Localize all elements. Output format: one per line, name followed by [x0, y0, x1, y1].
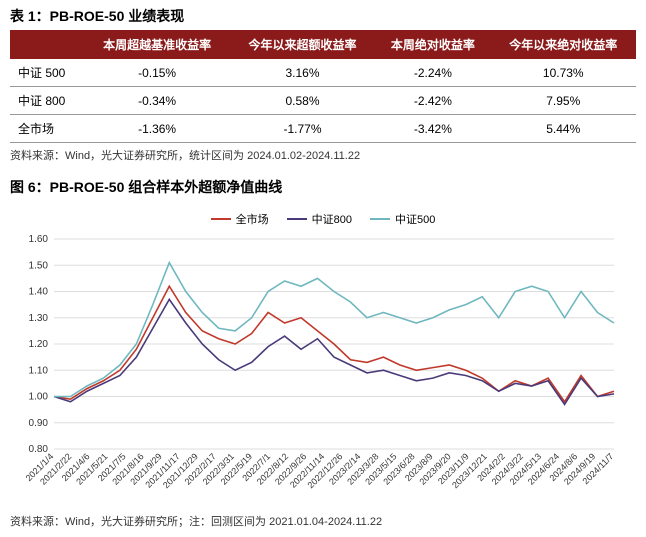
table-body: 中证 500-0.15%3.16%-2.24%10.73%中证 800-0.34…: [10, 59, 636, 143]
svg-text:1.60: 1.60: [29, 234, 49, 245]
svg-text:1.20: 1.20: [29, 339, 49, 350]
table-cell: -0.15%: [84, 59, 229, 87]
svg-text:1.00: 1.00: [29, 392, 49, 403]
table-cell: 全市场: [10, 115, 84, 143]
table-header-cell: 今年以来绝对收益率: [491, 30, 636, 59]
legend-item: 中证500: [370, 211, 435, 227]
table-cell: -3.42%: [375, 115, 490, 143]
legend-label: 中证500: [395, 211, 435, 227]
table-cell: -1.36%: [84, 115, 229, 143]
table-header-cell: 本周绝对收益率: [375, 30, 490, 59]
table-header-cell: [10, 30, 84, 59]
table-title: 表 1：PB-ROE-50 业绩表现: [0, 0, 646, 30]
table-row: 中证 500-0.15%3.16%-2.24%10.73%: [10, 59, 636, 87]
table-cell: 中证 800: [10, 87, 84, 115]
table-cell: -2.42%: [375, 87, 490, 115]
table-cell: 5.44%: [491, 115, 636, 143]
table-cell: 3.16%: [230, 59, 375, 87]
chart-container: 全市场中证800中证500 0.800.901.001.101.201.301.…: [0, 201, 646, 509]
svg-text:1.30: 1.30: [29, 313, 49, 324]
table-cell: -0.34%: [84, 87, 229, 115]
performance-table: 本周超越基准收益率今年以来超额收益率本周绝对收益率今年以来绝对收益率 中证 50…: [10, 30, 636, 143]
legend-swatch: [287, 218, 307, 221]
chart-legend: 全市场 中证800 中证500: [10, 205, 636, 229]
legend-item: 全市场: [211, 211, 269, 227]
table-header-cell: 今年以来超额收益率: [230, 30, 375, 59]
line-chart: 0.800.901.001.101.201.301.401.501.602021…: [10, 229, 630, 509]
table-header-row: 本周超越基准收益率今年以来超额收益率本周绝对收益率今年以来绝对收益率: [10, 30, 636, 59]
table-row: 中证 800-0.34%0.58%-2.42%7.95%: [10, 87, 636, 115]
legend-swatch: [211, 218, 231, 221]
svg-text:0.90: 0.90: [29, 418, 49, 429]
table-cell: -2.24%: [375, 59, 490, 87]
table-cell: 7.95%: [491, 87, 636, 115]
table-cell: -1.77%: [230, 115, 375, 143]
legend-swatch: [370, 218, 390, 221]
svg-text:1.10: 1.10: [29, 365, 49, 376]
table-header-cell: 本周超越基准收益率: [84, 30, 229, 59]
svg-text:1.40: 1.40: [29, 287, 49, 298]
table-source: 资料来源：Wind，光大证券研究所，统计区间为 2024.01.02-2024.…: [0, 143, 646, 171]
legend-label: 全市场: [236, 211, 269, 227]
table-row: 全市场-1.36%-1.77%-3.42%5.44%: [10, 115, 636, 143]
series-line: [54, 299, 614, 404]
series-line: [54, 263, 614, 397]
legend-label: 中证800: [312, 211, 352, 227]
legend-item: 中证800: [287, 211, 352, 227]
chart-title: 图 6：PB-ROE-50 组合样本外超额净值曲线: [0, 171, 646, 201]
table-cell: 0.58%: [230, 87, 375, 115]
table-cell: 10.73%: [491, 59, 636, 87]
svg-text:1.50: 1.50: [29, 260, 49, 271]
table-cell: 中证 500: [10, 59, 84, 87]
